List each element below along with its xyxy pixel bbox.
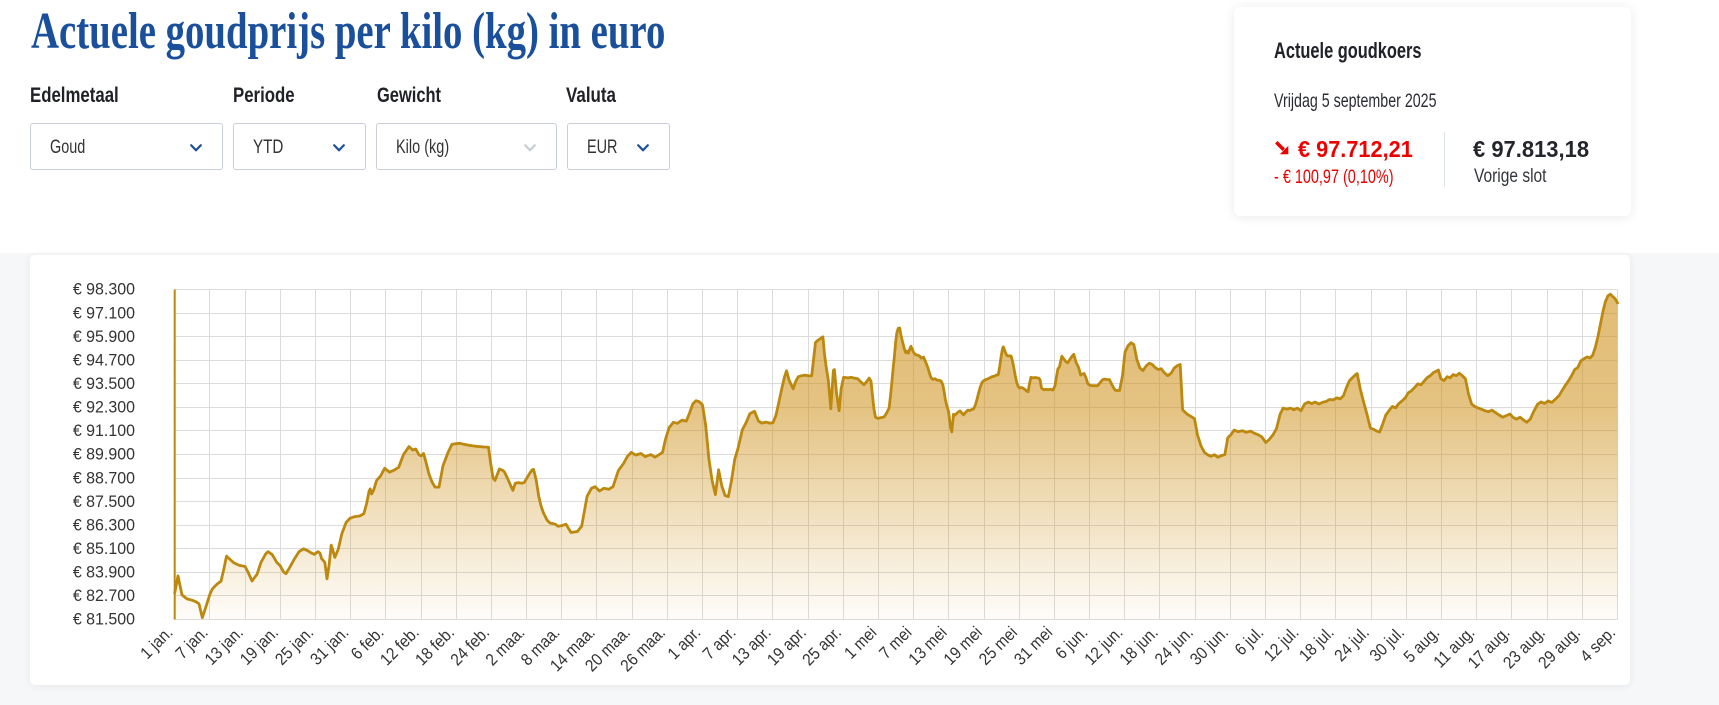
svg-text:€ 94.700: € 94.700 xyxy=(73,351,135,370)
svg-text:€ 85.100: € 85.100 xyxy=(73,540,135,559)
svg-text:13 jan.: 13 jan. xyxy=(201,623,247,669)
svg-text:4 sep.: 4 sep. xyxy=(1577,623,1620,666)
svg-text:31 jan.: 31 jan. xyxy=(307,623,353,669)
svg-text:18 jul.: 18 jul. xyxy=(1296,623,1338,665)
svg-text:12 jun.: 12 jun. xyxy=(1081,623,1127,669)
svg-text:30 jun.: 30 jun. xyxy=(1186,623,1232,669)
svg-text:24 jun.: 24 jun. xyxy=(1151,623,1197,669)
svg-text:24 feb.: 24 feb. xyxy=(447,623,493,669)
svg-text:13 apr.: 13 apr. xyxy=(728,623,774,669)
svg-text:12 feb.: 12 feb. xyxy=(377,623,423,669)
svg-text:€ 92.300: € 92.300 xyxy=(73,398,135,417)
svg-text:19 jan.: 19 jan. xyxy=(236,623,282,669)
svg-text:25 jan.: 25 jan. xyxy=(272,623,318,669)
svg-text:12 jul.: 12 jul. xyxy=(1260,623,1302,665)
svg-text:18 feb.: 18 feb. xyxy=(412,623,458,669)
svg-text:€ 91.100: € 91.100 xyxy=(73,422,135,441)
svg-text:1 apr.: 1 apr. xyxy=(664,623,704,663)
svg-text:€ 88.700: € 88.700 xyxy=(73,469,135,488)
svg-text:€ 98.300: € 98.300 xyxy=(73,280,135,299)
svg-text:€ 93.500: € 93.500 xyxy=(73,375,135,394)
svg-text:1 jan.: 1 jan. xyxy=(137,623,177,663)
svg-text:2 maa.: 2 maa. xyxy=(482,623,528,669)
svg-text:€ 86.300: € 86.300 xyxy=(73,516,135,535)
svg-text:€ 97.100: € 97.100 xyxy=(73,304,135,323)
svg-text:€ 95.900: € 95.900 xyxy=(73,327,135,346)
svg-text:13 mei: 13 mei xyxy=(905,623,951,669)
svg-text:24 jul.: 24 jul. xyxy=(1331,623,1373,665)
svg-text:€ 82.700: € 82.700 xyxy=(73,587,135,606)
svg-text:25 apr.: 25 apr. xyxy=(799,623,845,669)
svg-text:€ 87.500: € 87.500 xyxy=(73,492,135,511)
svg-text:31 mei: 31 mei xyxy=(1011,623,1057,669)
svg-text:€ 81.500: € 81.500 xyxy=(73,610,135,629)
svg-text:30 jul.: 30 jul. xyxy=(1366,623,1408,665)
svg-text:25 mei: 25 mei xyxy=(975,623,1021,669)
svg-text:€ 83.900: € 83.900 xyxy=(73,563,135,582)
svg-text:19 apr.: 19 apr. xyxy=(764,623,810,669)
svg-text:18 jun.: 18 jun. xyxy=(1116,623,1162,669)
svg-text:19 mei: 19 mei xyxy=(940,623,986,669)
svg-text:1 mei: 1 mei xyxy=(841,623,881,663)
svg-text:€ 89.900: € 89.900 xyxy=(73,445,135,464)
